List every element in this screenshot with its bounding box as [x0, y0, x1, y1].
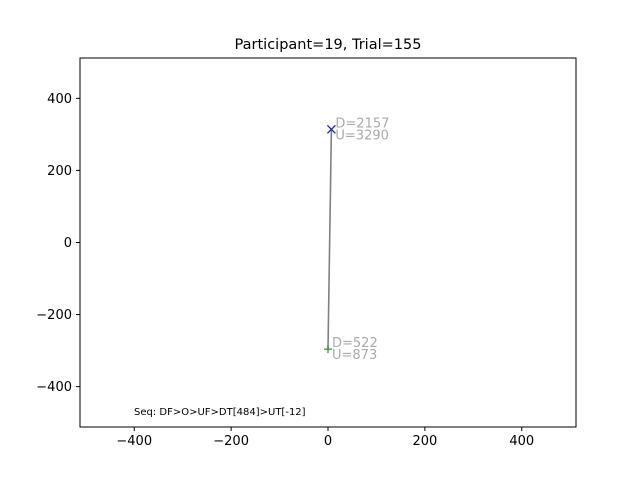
plot-frame: [79, 57, 577, 428]
x-tick-label: −400: [116, 434, 152, 449]
x-tick-label: −200: [213, 434, 249, 449]
start-point-label: U=873: [332, 348, 377, 363]
chart-title: Participant=19, Trial=155: [235, 37, 422, 53]
y-tick-label: 400: [47, 92, 72, 107]
y-tick-label: −400: [36, 380, 72, 395]
x-tick-label: 200: [412, 434, 437, 449]
sequence-annotation: Seq: DF>O>UF>DT[484]>UT[-12]: [134, 407, 306, 418]
x-tick-label: 0: [324, 434, 332, 449]
axes: −400 −200 0 200 400 −400 −200 0 200 400: [36, 57, 577, 449]
trajectory-line: [327, 129, 333, 350]
end-point-label: U=3290: [335, 128, 389, 143]
y-tick-label: 0: [64, 236, 72, 251]
end-point-label: D=2157: [335, 116, 389, 131]
end-marker-b: [326, 124, 336, 134]
y-tick-label: −200: [36, 308, 72, 323]
y-tick-label: 200: [47, 164, 72, 179]
start-point-label: D=522: [332, 336, 378, 351]
x-tick-label: 400: [509, 434, 534, 449]
